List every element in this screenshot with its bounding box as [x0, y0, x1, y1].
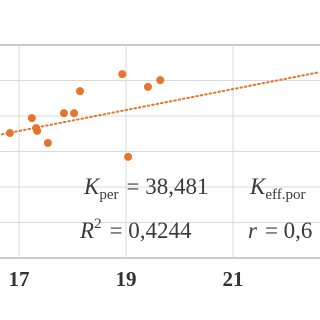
- annotation-symbol: K: [249, 174, 267, 199]
- point: [59, 109, 68, 118]
- x-tick-label: 17: [9, 267, 30, 291]
- x-tick-label: 21: [223, 267, 244, 291]
- x-tick-label: 19: [116, 267, 137, 291]
- annotation-symbol: r: [248, 218, 258, 243]
- trendline: [0, 71, 320, 136]
- point: [33, 126, 42, 135]
- point: [124, 152, 133, 161]
- point: [43, 138, 52, 147]
- annotation-symbol: K: [83, 174, 101, 199]
- point: [75, 87, 84, 96]
- annotation-text: = 38,481: [127, 174, 209, 199]
- annotation: r = 0,6: [248, 218, 312, 243]
- point: [143, 82, 152, 91]
- annotation: R2 = 0,4244: [79, 216, 192, 243]
- point: [118, 70, 127, 79]
- annotation-text: = 0,4244: [110, 218, 192, 243]
- annotation-symbol: R: [79, 218, 94, 243]
- annotation-superscript: 2: [94, 216, 102, 232]
- annotation-text: = 0,6: [265, 218, 312, 243]
- point: [27, 114, 36, 123]
- point: [5, 129, 14, 138]
- annotation: Keff.por: [249, 174, 305, 203]
- annotation: Kper = 38,481: [83, 174, 208, 203]
- point: [156, 76, 165, 85]
- annotation-subscript: per: [99, 187, 118, 203]
- annotation-subscript: eff.por: [265, 187, 305, 203]
- point: [70, 109, 79, 118]
